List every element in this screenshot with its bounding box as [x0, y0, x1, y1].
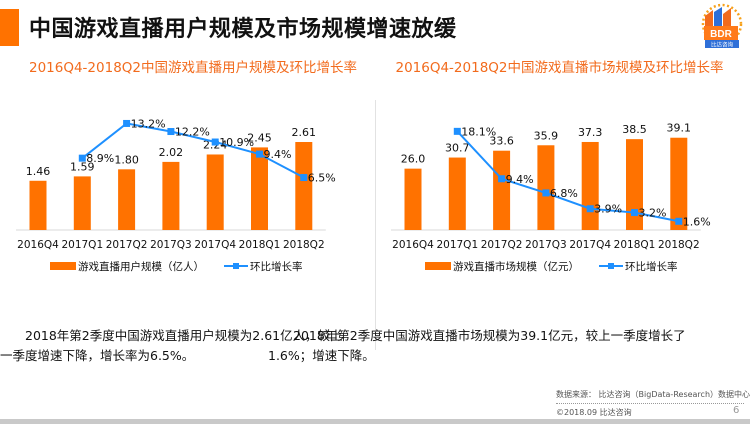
chart-market: 26.0 2016Q4 30.7 2017Q1 33.6 2017Q2 35.9 2017Q3…	[391, 122, 711, 273]
chart-title-market: 2016Q4-2018Q2中国游戏直播市场规模及环比增长率	[395, 60, 724, 76]
bar-value-label: 1.59	[70, 160, 95, 173]
growth-rate-marker	[453, 127, 461, 135]
copyright: ©2018.09 比达咨询	[556, 408, 632, 417]
x-tick-label: 2017Q4	[569, 239, 611, 251]
growth-rate-marker	[211, 138, 219, 146]
page-number: 6	[733, 405, 740, 416]
growth-rate-label: 6.8%	[550, 187, 578, 200]
legend-bar-label: 游戏直播用户规模（亿人）	[78, 260, 204, 273]
chart-title-users: 2016Q4-2018Q2中国游戏直播用户规模及环比增长率	[28, 60, 357, 76]
growth-rate-marker	[631, 209, 638, 217]
growth-rate-line	[81, 122, 305, 179]
bar-value-label: 1.46	[26, 165, 51, 178]
growth-rate-marker	[123, 119, 131, 127]
growth-rate-label: 6.5%	[308, 172, 336, 185]
growth-rate-marker	[78, 154, 86, 162]
summary-users: 2018年第2季度中国游戏直播用户规模为2.61亿人，较上一季度增速下降，增长率…	[0, 328, 343, 363]
bottom-bar	[0, 419, 750, 424]
bar	[295, 142, 313, 230]
growth-rate-label: 9.4%	[264, 148, 292, 161]
growth-rate-label: 10.9%	[219, 136, 254, 149]
title-accent-bar	[0, 9, 19, 46]
bar-value-label: 1.80	[114, 153, 139, 166]
legend-line-label: 环比增长率	[625, 260, 678, 273]
x-tick-label: 2017Q1	[61, 239, 103, 251]
bar-value-label: 2.61	[292, 126, 317, 139]
x-tick-label: 2018Q2	[658, 239, 700, 251]
bar	[581, 141, 599, 230]
growth-rate-marker	[586, 205, 594, 213]
growth-rate-line	[456, 130, 679, 223]
growth-rate-marker	[167, 128, 175, 136]
bar-value-label: 2.02	[159, 146, 184, 159]
x-tick-label: 2016Q4	[17, 239, 59, 251]
summary-market: 2018年第2季度中国游戏直播市场规模为39.1亿元，较上一季度增长了1.6%；…	[268, 328, 686, 363]
growth-rate-label: 12.2%	[175, 126, 210, 139]
bar	[626, 139, 643, 230]
bar-value-label: 37.3	[578, 126, 603, 139]
chart-users: 1.46 2016Q4 1.59 2017Q1 1.80 2017Q2 2.02 2017Q3…	[16, 117, 336, 273]
x-tick-label: 2017Q2	[106, 239, 148, 251]
legend-line-marker	[233, 263, 239, 269]
growth-rate-label: 3.2%	[639, 207, 667, 220]
growth-rate-label: 18.1%	[461, 125, 496, 138]
growth-rate-marker	[256, 150, 263, 158]
data-source: 数据来源： 比达咨询（BigData-Research）数据中心	[556, 390, 750, 399]
bar-value-label: 38.5	[622, 123, 647, 136]
bar-value-label: 39.1	[667, 122, 692, 135]
bar-value-label: 26.0	[401, 153, 426, 166]
growth-rate-marker	[542, 189, 550, 197]
footer-divider	[556, 403, 744, 404]
bar-value-label: 2.45	[247, 131, 272, 144]
growth-rate-label: 13.2%	[131, 117, 166, 130]
growth-rate-marker	[675, 217, 683, 225]
legend-line-marker	[608, 263, 614, 269]
bar	[206, 154, 224, 230]
bar	[448, 157, 466, 230]
bar	[251, 147, 268, 230]
logo-subtext: 比达咨询	[711, 41, 734, 49]
bar	[162, 161, 180, 230]
x-tick-label: 2018Q1	[239, 239, 281, 251]
x-tick-label: 2016Q4	[392, 239, 434, 251]
page-title: 中国游戏直播用户规模及市场规模增速放缓	[29, 17, 457, 42]
divider	[375, 100, 376, 350]
bar-value-label: 35.9	[534, 129, 559, 142]
bar-value-label: 30.7	[445, 142, 470, 155]
x-tick-label: 2017Q3	[150, 239, 192, 251]
growth-rate-label: 1.6%	[683, 215, 711, 228]
growth-rate-marker	[300, 174, 308, 182]
growth-rate-label: 8.9%	[86, 152, 114, 165]
bar	[29, 180, 47, 230]
bar	[493, 150, 511, 230]
x-tick-label: 2017Q2	[481, 239, 523, 251]
growth-rate-marker	[498, 175, 506, 183]
x-tick-label: 2017Q1	[436, 239, 478, 251]
legend-line-label: 环比增长率	[250, 260, 303, 273]
bar-value-label: 33.6	[489, 135, 514, 148]
x-tick-label: 2018Q1	[614, 239, 656, 251]
bar	[404, 168, 422, 230]
legend-bar-swatch	[50, 262, 76, 270]
legend-bar-swatch	[425, 262, 451, 270]
x-tick-label: 2018Q2	[283, 239, 325, 251]
legend-bar-label: 游戏直播市场规模（亿元）	[453, 260, 579, 273]
x-tick-label: 2017Q4	[194, 239, 236, 251]
bar	[73, 176, 91, 230]
growth-rate-label: 3.9%	[594, 203, 622, 216]
logo-text: BDR	[710, 29, 732, 40]
bar	[118, 169, 136, 230]
bar	[670, 137, 688, 230]
x-tick-label: 2017Q3	[525, 239, 567, 251]
growth-rate-label: 9.4%	[506, 173, 534, 186]
bar	[537, 145, 555, 230]
bdr-logo: BDR 比达咨询	[701, 3, 743, 49]
